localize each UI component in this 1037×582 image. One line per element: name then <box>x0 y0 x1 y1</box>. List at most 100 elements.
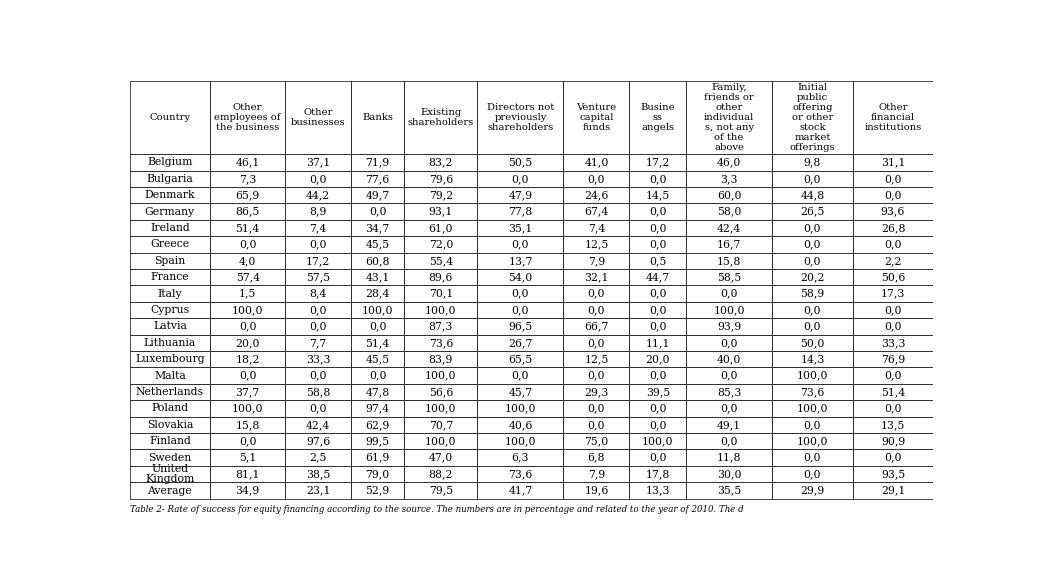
Text: 0,0: 0,0 <box>885 371 902 381</box>
Text: United
Kingdom: United Kingdom <box>145 464 195 484</box>
Text: 0,0: 0,0 <box>804 223 821 233</box>
Text: 100,0: 100,0 <box>232 305 263 315</box>
Bar <box>477 220 563 236</box>
Bar <box>563 482 629 499</box>
Text: 49,1: 49,1 <box>717 420 741 430</box>
Text: 83,9: 83,9 <box>428 354 453 364</box>
Bar <box>563 203 629 220</box>
Text: 32,1: 32,1 <box>584 272 609 282</box>
Text: 100,0: 100,0 <box>362 305 393 315</box>
Text: 47,8: 47,8 <box>366 387 390 397</box>
Bar <box>686 449 773 466</box>
Bar <box>404 203 477 220</box>
Bar <box>285 400 352 417</box>
Bar <box>404 449 477 466</box>
Bar <box>852 171 933 187</box>
Text: 58,9: 58,9 <box>801 289 824 299</box>
Text: Bulgaria: Bulgaria <box>146 174 193 184</box>
Bar <box>629 302 686 318</box>
Bar <box>352 171 404 187</box>
Text: Average: Average <box>147 485 192 495</box>
Bar <box>629 449 686 466</box>
Bar <box>629 466 686 482</box>
Bar <box>477 400 563 417</box>
Bar <box>629 335 686 351</box>
Text: 0,0: 0,0 <box>804 469 821 479</box>
Text: 75,0: 75,0 <box>584 436 609 446</box>
Text: 100,0: 100,0 <box>642 436 673 446</box>
Bar <box>130 384 211 400</box>
Bar <box>352 384 404 400</box>
Bar <box>285 203 352 220</box>
Bar <box>477 318 563 335</box>
Bar <box>211 482 285 499</box>
Text: 26,5: 26,5 <box>801 207 824 217</box>
Bar <box>130 253 211 269</box>
Text: 0,0: 0,0 <box>649 174 667 184</box>
Bar <box>686 187 773 203</box>
Bar <box>686 384 773 400</box>
Text: 0,0: 0,0 <box>721 371 738 381</box>
Bar <box>563 154 629 171</box>
Text: 100,0: 100,0 <box>425 436 456 446</box>
Bar <box>852 400 933 417</box>
Bar <box>211 433 285 449</box>
Text: 70,1: 70,1 <box>428 289 453 299</box>
Bar <box>773 253 852 269</box>
Bar <box>686 417 773 433</box>
Text: Belgium: Belgium <box>147 157 193 168</box>
Text: Directors not
previously
shareholders: Directors not previously shareholders <box>486 103 554 132</box>
Bar <box>686 318 773 335</box>
Text: 17,2: 17,2 <box>646 157 670 168</box>
Text: 60,8: 60,8 <box>365 256 390 266</box>
Bar <box>285 351 352 367</box>
Text: 0,0: 0,0 <box>885 239 902 249</box>
Text: 7,7: 7,7 <box>310 338 327 348</box>
Text: 7,4: 7,4 <box>310 223 327 233</box>
Bar <box>773 285 852 302</box>
Text: Spain: Spain <box>155 256 186 266</box>
Bar <box>563 466 629 482</box>
Text: 29,3: 29,3 <box>584 387 609 397</box>
Bar <box>852 417 933 433</box>
Bar <box>211 285 285 302</box>
Bar <box>852 433 933 449</box>
Bar <box>352 466 404 482</box>
Bar <box>404 318 477 335</box>
Bar <box>130 171 211 187</box>
Bar <box>211 220 285 236</box>
Text: 58,5: 58,5 <box>717 272 741 282</box>
Bar <box>773 154 852 171</box>
Text: 41,0: 41,0 <box>584 157 609 168</box>
Text: 90,9: 90,9 <box>880 436 905 446</box>
Text: 38,5: 38,5 <box>306 469 331 479</box>
Text: 20,0: 20,0 <box>235 338 260 348</box>
Bar <box>477 81 563 154</box>
Bar <box>130 466 211 482</box>
Bar <box>563 367 629 384</box>
Text: 0,0: 0,0 <box>804 239 821 249</box>
Bar <box>773 351 852 367</box>
Bar <box>404 384 477 400</box>
Text: 35,1: 35,1 <box>508 223 533 233</box>
Bar <box>773 318 852 335</box>
Text: 0,0: 0,0 <box>239 321 256 331</box>
Text: 77,6: 77,6 <box>366 174 390 184</box>
Text: Malta: Malta <box>155 371 186 381</box>
Text: 0,0: 0,0 <box>309 239 327 249</box>
Bar <box>686 351 773 367</box>
Text: 54,0: 54,0 <box>508 272 533 282</box>
Text: 9,8: 9,8 <box>804 157 821 168</box>
Bar <box>130 367 211 384</box>
Text: 0,0: 0,0 <box>885 305 902 315</box>
Text: Latvia: Latvia <box>153 321 187 331</box>
Bar <box>852 302 933 318</box>
Bar <box>285 433 352 449</box>
Bar <box>563 384 629 400</box>
Bar <box>629 285 686 302</box>
Bar <box>477 433 563 449</box>
Bar <box>773 203 852 220</box>
Text: 97,4: 97,4 <box>366 403 390 413</box>
Bar <box>629 417 686 433</box>
Bar <box>352 203 404 220</box>
